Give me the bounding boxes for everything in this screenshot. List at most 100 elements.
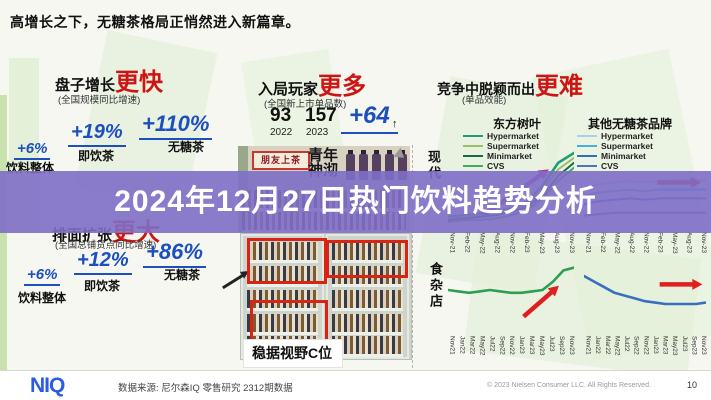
legend-label: Hypermarket — [601, 131, 653, 141]
overlay-banner: 2024年12月27日热门饮料趋势分析 — [0, 171, 711, 233]
legend-item: Hypermarket — [463, 131, 539, 141]
x-tick-label: May-22 — [478, 232, 486, 254]
legend-swatch-icon — [577, 154, 597, 158]
x-tick-label: Nov-21 — [448, 232, 456, 253]
expansion-stat-value: +12% — [74, 249, 132, 275]
x-tick-label: Nov23 — [700, 336, 707, 355]
x-tick-label: Nov-23 — [568, 232, 575, 253]
legend-swatch-icon — [463, 154, 483, 158]
x-tick-label: Feb-22 — [463, 232, 471, 253]
growth-emphasis: 更快 — [115, 69, 164, 96]
legend-label: Hypermarket — [487, 131, 539, 141]
count-2023-year: 2023 — [306, 127, 329, 138]
legend-label: Supermarket — [487, 141, 539, 151]
legend-label: CVS — [487, 161, 505, 171]
x-tick-label: Nov21 — [448, 336, 456, 355]
x-tick-label: May22 — [613, 336, 621, 356]
count-2022-value: 93 — [270, 105, 292, 126]
copyright-text: © 2023 Nielsen Consumer LLC. All Rights … — [487, 382, 651, 389]
growth-stat-value: +19% — [68, 121, 126, 147]
x-tick-label: Jul23 — [548, 336, 556, 352]
x-tick-label: Nov21 — [584, 336, 592, 355]
x-tick-label: Aug-23 — [685, 232, 693, 253]
chart-grocery-others — [584, 262, 706, 332]
competition-section-title: 竞争中脱颖而出更难 — [437, 66, 583, 101]
x-tick-label: Aug-22 — [627, 232, 635, 253]
xaxis-grocery-others: Nov21 Jan22 Mar22 May22 Jul22 Sep22 Nov22 Jan23… — [584, 336, 708, 366]
slide-heading: 高增长之下，无糖茶格局正悄然进入新篇章。 — [10, 14, 300, 30]
x-tick-label: Nov23 — [567, 336, 575, 355]
highlight-box — [326, 240, 408, 278]
x-tick-label: Sep22 — [632, 336, 640, 355]
legend-others: Hypermarket Supermarket Minimarket CVS — [577, 131, 653, 171]
x-tick-label: Nov22 — [508, 336, 516, 355]
legend-swatch-icon — [577, 134, 597, 138]
players-emphasis: 更多 — [318, 73, 367, 100]
delta-up-arrow-icon: ↑ — [392, 118, 398, 130]
bottle-icon — [359, 150, 368, 180]
x-tick-label: May22 — [478, 336, 486, 356]
legend-swatch-icon — [577, 164, 597, 168]
x-tick-label: Feb-22 — [598, 232, 606, 253]
legend-label: Minimarket — [601, 151, 646, 161]
x-tick-label: Jan22 — [458, 336, 466, 354]
page-number: 10 — [686, 380, 697, 390]
legend-item: Supermarket — [463, 141, 539, 151]
expansion-subtitle: (全国总铺货点同比增速) — [55, 240, 157, 251]
x-tick-label: May23 — [671, 336, 679, 356]
x-tick-label: Sep22 — [498, 336, 506, 355]
x-tick-label: Nov-22 — [642, 232, 650, 253]
overlay-banner-title: 2024年12月27日热门饮料趋势分析 — [114, 185, 597, 218]
data-source-text: 数据来源: 尼尔森IQ 零售研究 2312期数据 — [118, 383, 293, 394]
bottle-icon — [346, 150, 355, 180]
legend-item: Hypermarket — [577, 131, 653, 141]
legend-dongfang: Hypermarket Supermarket Minimarket CVS — [463, 131, 539, 171]
x-tick-label: Jul22 — [623, 336, 630, 352]
x-tick-label: Jan23 — [651, 336, 659, 354]
legend-label: Supermarket — [601, 141, 653, 151]
x-tick-label: Mar23 — [661, 336, 669, 355]
bottle-icon — [372, 150, 381, 180]
x-tick-label: Feb-23 — [523, 232, 531, 253]
growth-subtitle: (全国规模同比增速) — [58, 95, 141, 106]
players-section-title: 入局玩家更多 — [258, 66, 366, 101]
xaxis-modern-others: Nov-21 Feb-22 May-22 Aug-22 Nov-22 Feb-23 May-… — [584, 232, 708, 258]
watermark-strip — [0, 95, 7, 375]
competition-title: 竞争中脱颖而出 — [437, 81, 535, 97]
bottle-icon — [398, 150, 407, 180]
growth-stat-label: 无糖茶 — [168, 140, 205, 154]
chart-header-dongfang: 东方树叶 — [493, 117, 542, 131]
legend-swatch-icon — [463, 164, 483, 168]
footer: NIQ 数据来源: 尼尔森IQ 零售研究 2312期数据 © 2023 Niel… — [0, 370, 711, 400]
expansion-stat-label: 无糖茶 — [164, 268, 201, 282]
competition-emphasis: 更难 — [535, 73, 583, 100]
x-tick-label: Sep23 — [690, 336, 698, 355]
x-tick-label: Sep23 — [557, 336, 565, 355]
chart-grocery-dongfang — [448, 262, 574, 332]
expansion-stat-label: 饮料整体 — [18, 291, 67, 305]
legend-item: Minimarket — [577, 151, 653, 161]
row-label-grocery: 食杂店 — [428, 262, 443, 310]
legend-item: Supermarket — [577, 141, 653, 151]
x-tick-label: Aug-22 — [493, 232, 501, 253]
x-tick-label: May23 — [538, 336, 546, 356]
x-tick-label: Nov-21 — [584, 232, 592, 253]
legend-label: Minimarket — [487, 151, 532, 161]
expansion-stat-label: 即饮茶 — [84, 279, 121, 293]
growth-stat-label: 即饮茶 — [78, 149, 115, 163]
cooler-door — [326, 234, 409, 359]
competition-subtitle: (单品效能) — [462, 95, 507, 106]
growth-stat-value: +6% — [14, 140, 51, 160]
count-2022-year: 2022 — [270, 127, 293, 138]
highlight-box — [250, 300, 328, 342]
legend-item: Minimarket — [463, 151, 539, 161]
growth-title: 盘子增长 — [55, 77, 116, 94]
x-tick-label: Mar22 — [603, 336, 611, 355]
count-2023-value: 157 — [305, 105, 337, 126]
expansion-stat-value: +6% — [24, 266, 61, 286]
chart-header-others: 其他无糖茶品牌 — [588, 117, 673, 131]
growth-stat-value: +110% — [139, 111, 213, 140]
column-divider — [412, 145, 413, 368]
x-tick-label: Nov-23 — [700, 232, 707, 253]
xaxis-grocery-dongfang: Nov21 Jan22 Mar22 May22 Jul22 Sep22 Nov22 Jan23… — [448, 336, 575, 366]
